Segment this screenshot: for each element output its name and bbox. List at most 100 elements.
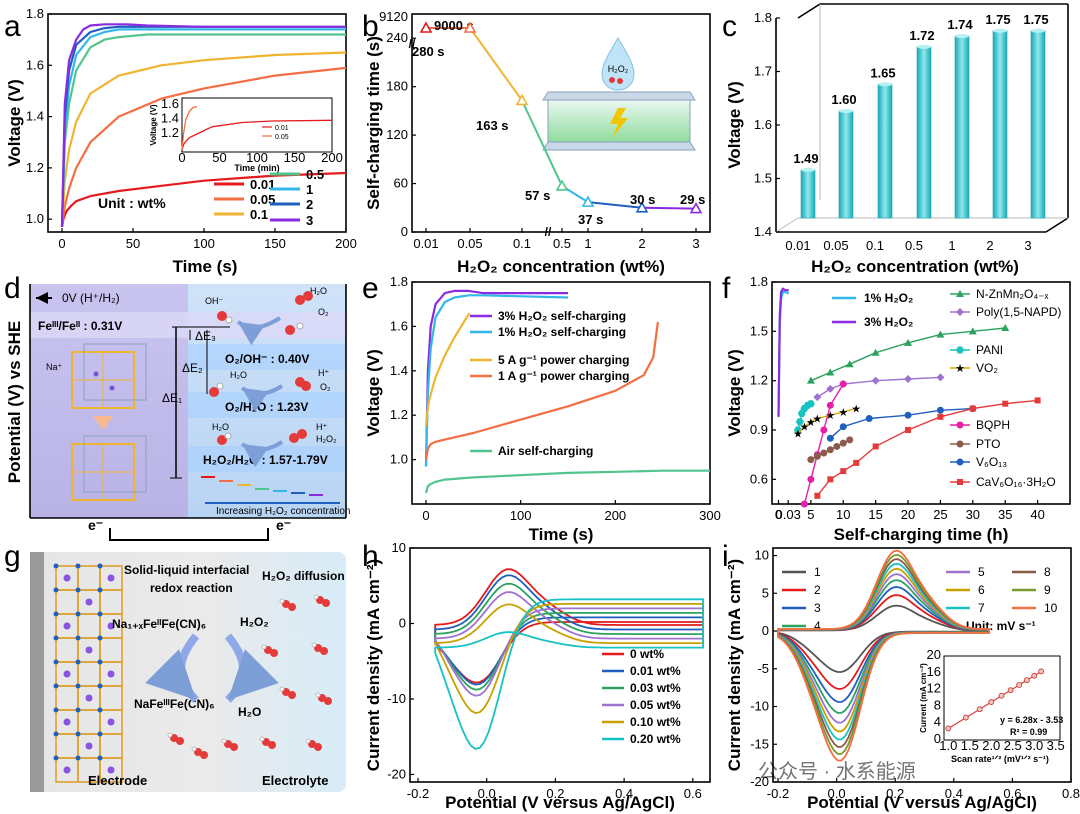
supercapacitor-illustration: H₂O₂	[542, 37, 696, 151]
pf-marker	[827, 476, 834, 483]
pf-marker: ★	[838, 407, 848, 419]
pb-xtick-label: 0.01	[413, 236, 438, 251]
pc-bar-value-label: 1.75	[1023, 12, 1048, 27]
panel-g-diagram: Solid-liquid interfacial redox reaction …	[30, 552, 346, 792]
pa-inset-ytick-label: 1.6	[161, 96, 179, 111]
panel-g-lattice-node	[97, 587, 103, 593]
panel-g-lattice-node	[53, 707, 59, 713]
panel-g-lattice-node	[75, 563, 81, 569]
panel-i-ylabel: Current density (mA cm⁻²)	[725, 559, 744, 771]
ph-xtick-label: 0.4	[615, 786, 633, 801]
pf-marker	[826, 368, 835, 376]
pi-inset-xtick-label: 2.0	[982, 738, 1000, 753]
pa-inset-xtick-label: 200	[321, 150, 343, 165]
pc-bar	[838, 110, 854, 219]
pf-marker	[1002, 400, 1009, 407]
panel-g-lattice-node	[75, 683, 81, 689]
pf-marker: ★	[812, 413, 822, 425]
pf-series-line	[810, 327, 1006, 382]
pb-point-label: 29 s	[680, 192, 705, 207]
pf-marker	[845, 360, 854, 368]
panel-letter-i: i	[722, 540, 729, 573]
pf-marker	[1034, 397, 1041, 404]
pc-xtick-label: 2	[986, 238, 993, 253]
pi-inset-xtick-label: 2.5	[1004, 738, 1022, 753]
pa-legend-label: 0.05	[250, 192, 275, 207]
panel-d-molecules	[209, 291, 313, 468]
panel-h-ylabel: Current density (mA cm⁻²)	[364, 559, 383, 771]
pb-point-marker	[689, 201, 703, 214]
pf-marker	[956, 458, 964, 466]
panel-g-molecule-atom	[230, 743, 238, 751]
pf-marker	[826, 401, 834, 409]
panel-letter-g: g	[4, 540, 21, 573]
pf-legend-label: PANI	[976, 343, 1003, 357]
panel-g-na-ion	[107, 574, 115, 582]
pb-ytick-label: 240	[386, 30, 408, 45]
pe-series-line	[424, 321, 659, 460]
pf-marker	[839, 423, 847, 431]
pe-legend-label: 1% H₂O₂ self-charging	[498, 325, 626, 339]
pc-xtick-label: 0.05	[823, 238, 848, 253]
panel-d-ion: Na⁺	[46, 362, 63, 372]
pa-series-line	[60, 66, 347, 228]
panel-g-lattice-node	[97, 683, 103, 689]
panel-g-text-8: Electrode	[88, 773, 147, 788]
pc-ytick-label: 1.5	[754, 171, 772, 186]
pf-xtick-label: 0	[775, 507, 782, 522]
panel-d-footer: Increasing H₂O₂ concentration	[216, 506, 351, 517]
pi-inset-point	[1007, 687, 1014, 694]
panel-g-lattice-node	[97, 707, 103, 713]
pa-inset-ytick-label: 1.4	[161, 111, 179, 126]
pi-inset-xtick-label: 3.5	[1047, 738, 1065, 753]
pa-inset-ytick-label: 1.2	[161, 125, 179, 140]
pi-legend-label: 1	[814, 565, 821, 579]
ph-ytick-label: -20	[387, 766, 406, 781]
pa-legend-label: 0.1	[250, 207, 268, 222]
pb-point-marker	[515, 93, 529, 106]
panel-f-chart: Self-charging time (h) Voltage (V) 00.03…	[725, 274, 1071, 544]
pf-legend-label: PTO	[976, 437, 1000, 451]
panel-g-na-ion	[107, 670, 115, 678]
pi-inset-ytick-label: 0	[934, 731, 941, 746]
ph-xtick-label: 0.2	[546, 786, 564, 801]
lightning-icon	[610, 108, 628, 138]
pc-bar-value-label: 1.49	[793, 151, 818, 166]
pa-inset-frame	[181, 97, 333, 153]
pf-ytick-label: 0.9	[750, 422, 768, 437]
pf-marker	[853, 459, 860, 466]
pf-marker: ★	[955, 363, 965, 375]
pf-series-line	[816, 399, 1038, 497]
pi-ytick-label: 0	[762, 623, 769, 638]
pe-ytick-label: 1.4	[390, 363, 408, 378]
panel-g-lattice-node	[53, 659, 59, 665]
pi-inset-ytick-label: 8	[934, 697, 941, 712]
pc-ytick-label: 1.6	[754, 117, 772, 132]
pa-ytick-label: 1.0	[26, 211, 44, 226]
panel-g-molecule-atom	[200, 751, 208, 759]
pe-legend-label: 3% H₂O₂ self-charging	[498, 309, 626, 323]
panel-d-conc-steps	[201, 476, 340, 504]
pa-series-line	[60, 33, 346, 227]
panel-g-na-ion	[63, 718, 71, 726]
panel-g-na-ion	[107, 718, 115, 726]
pi-inset-point	[945, 725, 952, 732]
pc-bar-value-label: 1.75	[985, 12, 1010, 27]
pc-bar	[1030, 30, 1046, 219]
panel-g-lattice-node	[75, 611, 81, 617]
pf-marker	[968, 327, 977, 335]
pi-inset-point	[1031, 672, 1038, 679]
pf-marker	[969, 405, 976, 412]
panel-d-crystal-bottom	[71, 435, 147, 501]
panel-g-na-ion	[85, 694, 93, 702]
panel-g-text-3: H₂O₂ diffusion	[262, 569, 345, 583]
pc-xtick-label: 0.1	[866, 238, 884, 253]
pe-series-line	[424, 294, 569, 467]
pf-marker	[846, 436, 854, 444]
pb-ytick-label: 120	[386, 127, 408, 142]
panel-g-text-2: redox reaction	[150, 581, 233, 595]
pc-ytick-label: 1.4	[754, 224, 772, 239]
panel-g-na-ion	[63, 622, 71, 630]
pi-legend-label: 5	[978, 565, 985, 579]
pa-inset-legend-label: 0.05	[275, 134, 289, 141]
